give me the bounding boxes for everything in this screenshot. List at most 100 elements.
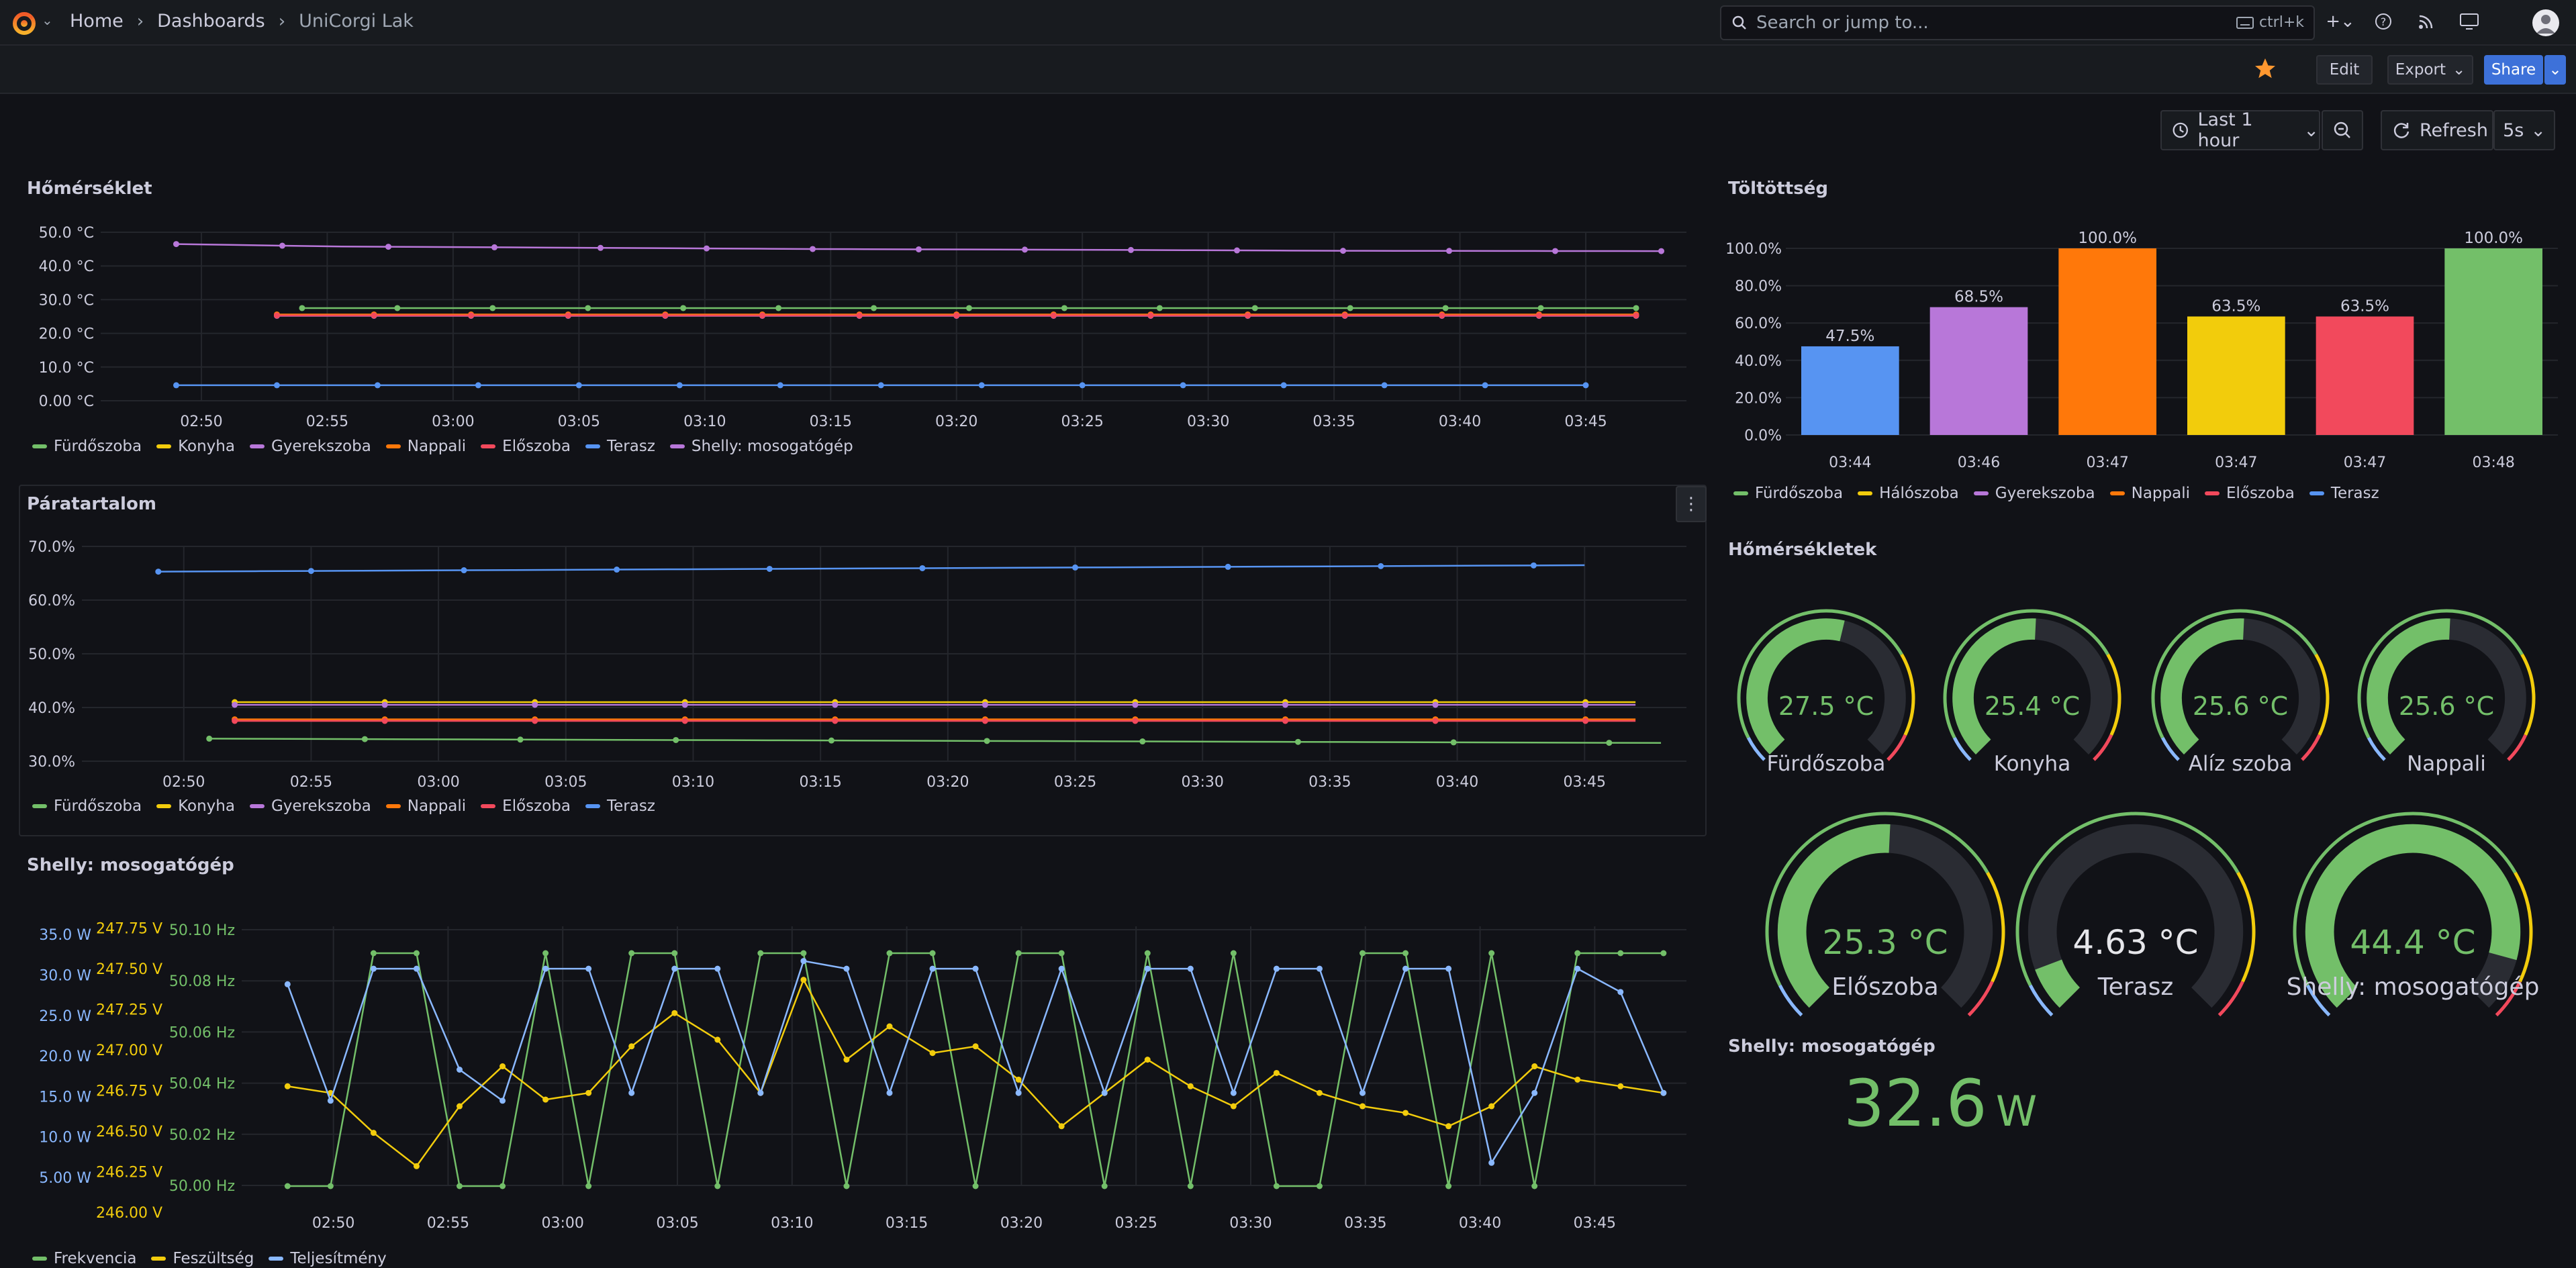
gauge-nappali[interactable] (2351, 603, 2542, 793)
data-point (680, 305, 687, 311)
legend-item-teljesitmeny[interactable]: Teljesítmény (269, 1250, 387, 1267)
bar-value-label: 47.5% (1825, 328, 1874, 345)
data-point (279, 242, 285, 249)
gauge-shelly-mosogatogep[interactable] (2287, 806, 2539, 1058)
time-range-picker[interactable]: Last 1 hour ⌄ (2160, 109, 2320, 151)
legend-label: Nappali (407, 797, 467, 815)
x-tick-label: 03:40 (1439, 413, 1481, 430)
user-avatar[interactable] (2532, 9, 2559, 36)
legend-item-konyha[interactable]: Konyha (156, 438, 235, 455)
y-tick-label: 35.0 W (39, 927, 91, 944)
gauge-konyha[interactable] (1937, 603, 2128, 793)
shelly-power-chart[interactable]: 5.00 W 10.0 W 15.0 W 20.0 W 25.0 W 30.0 W 35.0… (0, 893, 1705, 1242)
data-point (1488, 1159, 1495, 1166)
refresh-button[interactable]: Refresh (2381, 110, 2493, 150)
legend-item-frekvencia[interactable]: Frekvencia (32, 1250, 136, 1267)
legend-item-haloszoba[interactable]: Hálószoba (1858, 485, 1959, 502)
legend-item-furdoszoba[interactable]: Fürdőszoba (32, 797, 142, 815)
legend-item-nappali[interactable]: Nappali (385, 438, 466, 455)
gauge-threshold-arc (2301, 734, 2322, 761)
data-point (585, 1089, 592, 1096)
legend-item-eloszoba[interactable]: Előszoba (481, 797, 571, 815)
data-point (1180, 382, 1186, 389)
legend-item-gyerekszoba[interactable]: Gyerekszoba (249, 797, 371, 815)
new-plus-icon[interactable]: +⌄ (2326, 11, 2355, 32)
data-point (681, 718, 688, 724)
data-point (843, 1057, 850, 1063)
data-point (972, 1183, 979, 1189)
legend-item-shelly-mosogatogep[interactable]: Shelly: mosogatógép (669, 438, 853, 455)
bar (1801, 346, 1899, 435)
x-tick-label: 03:05 (544, 774, 587, 791)
y-tick-label: 5.00 W (39, 1170, 91, 1187)
data-point (856, 312, 863, 319)
legend-item-eloszoba[interactable]: Előszoba (481, 438, 571, 455)
legend-item-feszultseg[interactable]: Feszültség (151, 1250, 254, 1267)
legend-item-gyerekszoba[interactable]: Gyerekszoba (1973, 485, 2095, 502)
data-point (1273, 965, 1280, 972)
breadcrumb-home[interactable]: Home (70, 11, 124, 32)
y-tick-label: 15.0 W (39, 1089, 91, 1106)
humidity-chart[interactable]: 30.0% 40.0% 50.0% 60.0% 70.0% 02:50 02:55 03:00… (0, 530, 1705, 792)
zoom-out-button[interactable] (2322, 110, 2363, 150)
data-point (370, 950, 377, 957)
gauge-value: 25.4 °C (1984, 691, 2081, 721)
gauge-aliz-szoba[interactable] (2145, 603, 2336, 793)
stat-value: 32.6 (1844, 1066, 1987, 1141)
legend-item-eloszoba[interactable]: Előszoba (2204, 485, 2295, 502)
y-tick-label: 247.25 V (96, 1002, 162, 1019)
refresh-icon (2393, 123, 2410, 138)
chevron-down-icon[interactable]: ⌄ (42, 12, 53, 28)
breadcrumb-dashboards[interactable]: Dashboards (157, 11, 265, 32)
legend-item-terasz[interactable]: Terasz (2309, 485, 2379, 502)
gauge-eloszoba[interactable] (1759, 806, 2011, 1058)
share-button[interactable]: Share (2484, 55, 2543, 85)
legend-swatch (1733, 491, 1748, 495)
export-button[interactable]: Export ⌄ (2387, 55, 2473, 85)
data-point (1127, 246, 1134, 253)
shortcut-label: ctrl+k (2258, 14, 2304, 31)
edit-button[interactable]: Edit (2316, 55, 2373, 85)
kiosk-monitor-icon[interactable] (2456, 8, 2483, 35)
legend-item-nappali[interactable]: Nappali (2109, 485, 2190, 502)
data-point (984, 738, 990, 744)
legend-item-terasz[interactable]: Terasz (585, 438, 655, 455)
search-input[interactable]: Search or jump to... ctrl+k (1720, 5, 2315, 40)
temperature-chart[interactable]: 0.00 °C 10.0 °C 20.0 °C 30.0 °C 40.0 °C 50.0 … (0, 208, 1705, 436)
gauge-furdoszoba[interactable] (1731, 603, 1921, 793)
data-point (1144, 950, 1151, 957)
share-dropdown-button[interactable]: ⌄ (2544, 55, 2566, 85)
chevron-down-icon: ⌄ (2530, 119, 2546, 141)
battery-bar-chart[interactable]: 0.0% 20.0% 40.0% 60.0% 80.0% 100.0% 47.5% 03:44… (1719, 208, 2566, 477)
y-tick-label: 20.0 °C (39, 326, 94, 343)
news-rss-icon[interactable] (2413, 8, 2440, 35)
legend-item-terasz[interactable]: Terasz (585, 797, 655, 815)
legend-label: Előszoba (502, 438, 571, 455)
data-point (1582, 382, 1589, 389)
star-favorite-icon[interactable] (2253, 56, 2277, 81)
legend-item-nappali[interactable]: Nappali (385, 797, 467, 815)
gauge-terasz[interactable] (2009, 806, 2262, 1058)
gauge-value-arc (1777, 824, 1891, 1008)
data-point (843, 965, 850, 972)
legend-item-furdoszoba[interactable]: Fürdőszoba (1733, 485, 1843, 502)
x-tick-label: 02:50 (312, 1215, 354, 1232)
legend-label: Frekvencia (54, 1250, 137, 1267)
panel-title-humidity: Páratartalom (27, 494, 156, 514)
legend-item-konyha[interactable]: Konyha (156, 797, 235, 815)
data-point (1230, 1089, 1237, 1096)
grafana-logo-icon[interactable] (11, 9, 38, 36)
x-tick-label: 03:47 (2344, 454, 2386, 471)
data-point (1144, 965, 1151, 972)
x-tick-label: 03:20 (1000, 1215, 1043, 1232)
legend-item-gyerekszoba[interactable]: Gyerekszoba (249, 438, 371, 455)
data-point (284, 1183, 291, 1189)
refresh-interval-select[interactable]: 5s ⌄ (2493, 110, 2555, 150)
legend-item-furdoszoba[interactable]: Fürdőszoba (32, 438, 142, 455)
panel-menu-button[interactable]: ⋮ (1676, 486, 1707, 522)
help-icon[interactable]: ? (2370, 8, 2397, 35)
x-tick-label: 03:20 (926, 774, 969, 791)
y-tick-label: 20.0 W (39, 1048, 91, 1065)
battery-legend: Fürdőszoba Hálószoba Gyerekszoba Nappali Elő… (1733, 485, 2379, 502)
data-point (1273, 1183, 1280, 1189)
